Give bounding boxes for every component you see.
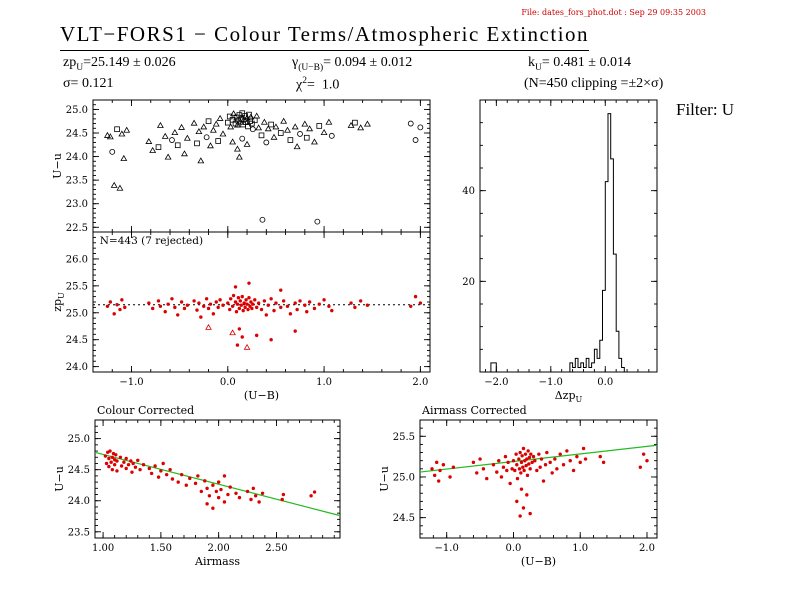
panel-title: Airmass Corrected <box>421 404 527 417</box>
y-tick-label: 25.5 <box>393 432 415 443</box>
plot-frame <box>94 419 341 539</box>
x-axis-label: ΔzpU <box>555 389 583 404</box>
y-tick-label: 20 <box>462 277 475 288</box>
y-tick-label: 25.0 <box>66 105 88 116</box>
gamma-value: = 0.094 ± 0.012 <box>323 55 413 70</box>
y-tick-label: 24.5 <box>68 465 90 476</box>
panel-colour-term-raw: 22.5 23.0 23.5 24.0 24.5 25.0 U−u <box>51 99 431 234</box>
chi-superscript: 2 <box>302 76 307 86</box>
x-tick-label: 1.00 <box>92 543 114 554</box>
filter-label: Filter: U <box>676 100 735 119</box>
k-subscript: U <box>535 62 542 73</box>
plot-frame <box>92 231 431 373</box>
sigma-param: σ= 0.121 <box>63 76 114 91</box>
series-zeropoints <box>105 281 423 350</box>
y-tick-label: 24.5 <box>393 513 415 524</box>
x-tick-label: 1.0 <box>316 377 332 388</box>
x-tick-label: −1.0 <box>119 377 143 388</box>
chi-value: = 1.0 <box>306 77 340 93</box>
page-title: VLT−FORS1 − Colour Terms/Atmospheric Ext… <box>60 22 590 51</box>
panel-zeropoint-fit: −1.0 0.0 1.0 2.0 24.0 24.5 25.0 25.5 26.0 (U−B) zp… <box>51 231 431 402</box>
y-axis-label: U−u <box>51 153 64 179</box>
clipping-param: (N=450 clipping =±2×σ) <box>524 76 664 91</box>
y-tick-label: 24.5 <box>66 129 88 140</box>
colour-term-param: γ(U−B)= 0.094 ± 0.012 <box>292 55 412 73</box>
y-tick-label: 24.5 <box>66 335 88 346</box>
y-tick-label: 25.0 <box>393 472 415 483</box>
y-tick-label: 23.0 <box>66 199 88 210</box>
x-tick-label: 0.0 <box>506 543 522 554</box>
x-tick-label: 1.0 <box>572 543 588 554</box>
plot-frame <box>419 419 658 539</box>
x-axis-label: Airmass <box>194 555 240 568</box>
panel-zp-residual-histogram: −2.0 −1.0 0.0 20 40 ΔzpU <box>462 99 658 404</box>
panel-title: Colour Corrected <box>97 404 194 417</box>
series-standard-stars <box>103 110 424 225</box>
y-tick-label: 23.5 <box>66 176 88 187</box>
y-tick-label: 24.0 <box>66 152 88 163</box>
gamma-subscript: (U−B) <box>298 62 324 73</box>
x-tick-label: 2.50 <box>265 543 287 554</box>
fit-line <box>419 444 658 473</box>
fit-line <box>94 451 341 517</box>
x-tick-label: 0.0 <box>220 377 236 388</box>
k-value: = 0.481 ± 0.014 <box>541 55 631 70</box>
gamma-symbol: γ <box>292 55 299 70</box>
histogram-outline <box>480 113 657 373</box>
y-tick-label: 24.0 <box>68 496 90 507</box>
y-tick-label: 26.0 <box>66 254 88 265</box>
x-tick-label: −1.0 <box>539 377 563 388</box>
panel-colour-corrected: 1.00 1.50 2.00 2.50 23.5 24.0 24.5 25.0 Colour C… <box>53 404 341 568</box>
y-tick-label: 23.5 <box>68 527 90 538</box>
x-tick-label: 2.00 <box>208 543 230 554</box>
y-tick-label: 40 <box>462 186 475 197</box>
extinction-param: kU= 0.481 ± 0.014 <box>528 55 631 73</box>
y-tick-label: 25.0 <box>66 308 88 319</box>
plot-frame <box>92 99 431 233</box>
y-tick-label: 25.5 <box>66 281 88 292</box>
rejected-count-annotation: N=443 (7 rejected) <box>100 235 203 247</box>
series-airmass-corrected-mags <box>430 446 649 518</box>
series-colour-corrected-mags <box>103 449 317 510</box>
x-axis-label: (U−B) <box>244 389 279 402</box>
zp-symbol: zp <box>63 55 77 70</box>
y-axis-label: U−u <box>378 466 391 492</box>
zp-subscript: U <box>76 62 84 73</box>
chi2-param: χ2= 1.0 <box>296 76 339 94</box>
panel-airmass-corrected: −1.0 0.0 1.0 2.0 24.5 25.0 25.5 Airmass Correct… <box>378 404 658 568</box>
x-axis-label: (U−B) <box>521 555 556 568</box>
x-tick-label: −1.0 <box>435 543 459 554</box>
x-tick-label: −2.0 <box>484 377 508 388</box>
y-axis-label: zpU <box>51 292 66 312</box>
x-tick-label: 2.0 <box>639 543 655 554</box>
file-info: File: dates_fors_phot.dot : Sep 29 09:35… <box>521 8 706 17</box>
k-symbol: k <box>528 55 535 70</box>
y-tick-label: 22.5 <box>66 223 88 234</box>
y-axis-label: U−u <box>53 466 66 492</box>
chi-symbol: χ <box>296 77 303 93</box>
x-tick-label: 2.0 <box>412 377 428 388</box>
plot-frame <box>479 99 658 373</box>
zp-value: =25.149 ± 0.026 <box>83 55 176 70</box>
y-tick-label: 25.0 <box>68 434 90 445</box>
y-tick-label: 24.0 <box>66 362 88 373</box>
zeropoint-param: zpU=25.149 ± 0.026 <box>63 55 176 73</box>
x-tick-label: 0.0 <box>597 377 613 388</box>
x-tick-label: 1.50 <box>150 543 172 554</box>
